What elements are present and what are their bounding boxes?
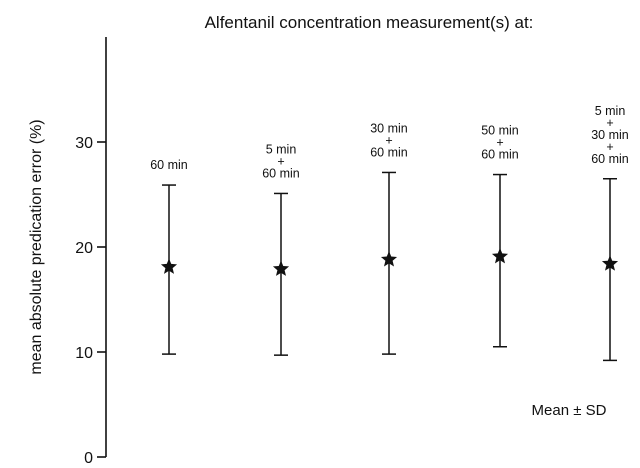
category-label-line: 5 min: [595, 104, 626, 118]
mean-star-marker: [601, 255, 619, 271]
y-tick-label: 10: [75, 345, 93, 362]
category-label-line: 60 min: [370, 145, 408, 159]
legend-text: Mean ± SD: [532, 402, 607, 419]
y-tick-label: 0: [84, 450, 93, 463]
category-label-line: 60 min: [150, 158, 188, 172]
y-tick-label: 20: [75, 240, 93, 257]
category-label-line: 30 min: [591, 128, 629, 142]
category-label-line: 50 min: [481, 124, 519, 138]
error-bar-group: 50 min+60 min: [481, 124, 519, 348]
error-bar-group: 5 min+30 min+60 min: [591, 104, 629, 362]
category-label-line: +: [496, 136, 503, 150]
category-label-line: +: [277, 154, 284, 168]
category-label-line: 30 min: [370, 121, 408, 135]
category-label-line: +: [606, 116, 613, 130]
mean-star-marker: [491, 247, 509, 264]
category-label-line: 60 min: [262, 166, 300, 180]
mean-star-marker: [272, 260, 290, 276]
category-label-line: +: [385, 133, 392, 147]
category-label-line: +: [606, 140, 613, 154]
chart-title: Alfentanil concentration measurement(s) …: [205, 13, 534, 32]
category-label-line: 5 min: [266, 142, 297, 156]
category-label-line: 60 min: [481, 148, 519, 162]
y-axis-label: mean absolute predication error (%): [28, 119, 45, 374]
error-bar-group: 30 min+60 min: [370, 121, 408, 355]
y-tick-label: 30: [75, 135, 93, 152]
y-axis-ticks: 0 10 20 30: [75, 135, 106, 467]
mean-star-marker: [380, 251, 398, 267]
error-bar-group: 5 min+60 min: [262, 142, 300, 356]
category-label-line: 60 min: [591, 152, 629, 166]
mean-star-marker: [160, 258, 178, 274]
error-bar-group: 60 min: [150, 158, 188, 355]
